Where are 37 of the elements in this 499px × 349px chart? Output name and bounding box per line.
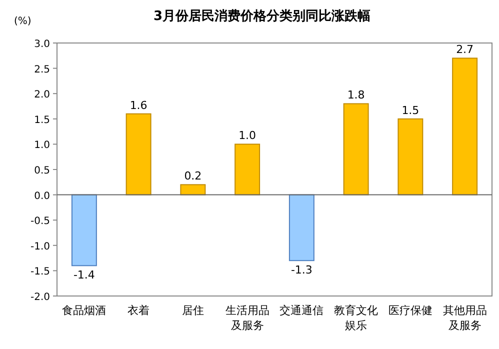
bar — [452, 58, 478, 196]
data-label: -1.3 — [290, 264, 312, 277]
y-tick-label: 2.5 — [34, 64, 50, 76]
y-tick-label: -2.0 — [30, 292, 50, 303]
bar — [288, 194, 314, 262]
x-tick-label: 教育文化娱乐 — [334, 304, 378, 332]
data-label: 1.0 — [238, 129, 256, 142]
bar — [398, 118, 424, 196]
y-axis-title: (%) — [14, 16, 32, 27]
x-tick-label: 生活用品及服务 — [225, 304, 270, 332]
x-tick-label: 居住 — [182, 304, 204, 317]
y-tick-label: 2.0 — [34, 90, 50, 101]
y-tick-label: -0.5 — [30, 216, 50, 228]
y-tick-label: -1.0 — [30, 241, 50, 252]
y-tick-label: 0.0 — [34, 190, 50, 202]
bar — [126, 113, 152, 196]
data-label: 2.7 — [456, 43, 474, 56]
y-tick-label: 3.0 — [34, 39, 50, 50]
data-label: 0.2 — [184, 170, 202, 183]
bar — [180, 184, 206, 196]
bar — [71, 194, 97, 266]
y-tick-label: 0.5 — [34, 166, 50, 176]
data-label: 1.5 — [402, 104, 420, 117]
x-tick-label: 食品烟酒 — [62, 304, 106, 317]
y-tick-label: -1.5 — [30, 266, 50, 278]
x-tick-label: 其他用品及服务 — [442, 304, 487, 332]
x-tick-label: 衣着 — [128, 304, 150, 317]
bar — [234, 144, 260, 196]
y-tick-label: 1.0 — [34, 140, 50, 152]
chart-title: 3月份居民消费价格分类别同比涨跌幅 — [153, 9, 371, 24]
data-label: 1.8 — [347, 88, 365, 102]
data-label: 1.6 — [130, 98, 148, 112]
bar — [343, 103, 369, 196]
x-tick-label: 交通通信 — [280, 304, 324, 317]
x-tick-label: 医疗保健 — [388, 304, 432, 317]
data-label: -1.4 — [73, 268, 95, 282]
y-tick-label: 1.5 — [34, 114, 50, 126]
